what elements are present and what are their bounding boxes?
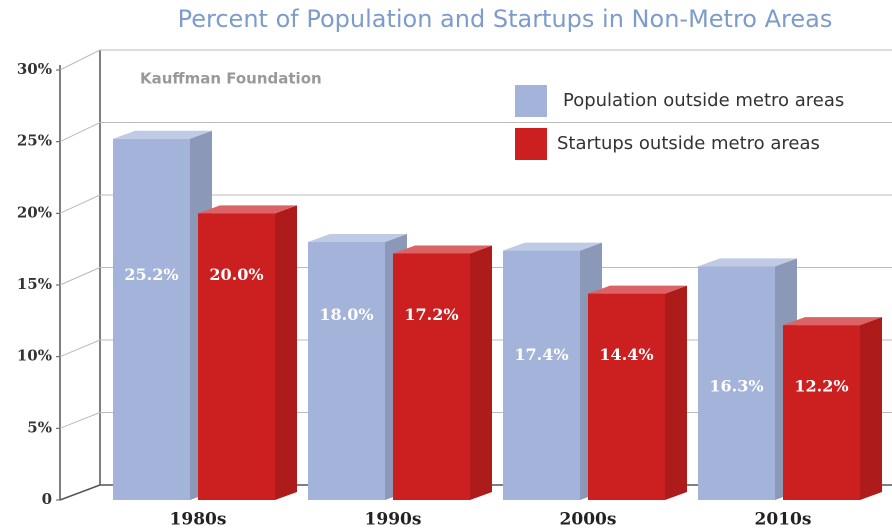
bar xyxy=(113,138,190,501)
value-label: 12.2% xyxy=(794,377,848,396)
y-tick-label: 20% xyxy=(17,203,52,221)
bar-top xyxy=(783,317,882,326)
legend-swatch xyxy=(515,128,547,160)
grid-line xyxy=(59,412,101,429)
y-tick-label: 30% xyxy=(17,60,52,78)
y-tick-label: 5% xyxy=(27,418,52,436)
chart-title: Percent of Population and Startups in No… xyxy=(178,5,833,33)
bar-top xyxy=(198,205,297,214)
y-tick-label: 0 xyxy=(42,490,52,508)
bar-side xyxy=(665,285,687,500)
y-tick-label: 10% xyxy=(17,347,52,365)
x-tick-label: 2000s xyxy=(560,510,617,530)
bar xyxy=(393,253,470,500)
bar-top xyxy=(503,242,602,251)
bar xyxy=(783,325,860,500)
value-label: 17.4% xyxy=(514,345,568,364)
legend-swatch xyxy=(515,85,547,117)
x-tick-label: 2010s xyxy=(755,510,812,530)
grid-line xyxy=(59,194,101,214)
grid-line xyxy=(59,49,101,71)
bar xyxy=(698,266,775,500)
legend-label: Startups outside metro areas xyxy=(557,133,820,154)
bar-top xyxy=(113,130,212,139)
bar xyxy=(198,213,275,501)
value-label: 18.0% xyxy=(319,305,373,324)
value-label: 20.0% xyxy=(209,265,263,284)
value-label: 25.2% xyxy=(124,265,178,284)
value-label: 14.4% xyxy=(599,345,653,364)
grid-line xyxy=(59,267,101,286)
bar-top xyxy=(588,285,687,294)
bar-side xyxy=(470,245,492,500)
bar xyxy=(503,250,580,500)
legend-label: Population outside metro areas xyxy=(563,90,844,111)
value-label: 16.3% xyxy=(709,377,763,396)
bar-side xyxy=(275,205,297,501)
floor-edge xyxy=(59,484,101,501)
value-label: 17.2% xyxy=(404,305,458,324)
bar-top xyxy=(698,258,797,267)
y-tick-label: 25% xyxy=(17,132,52,150)
bar xyxy=(588,293,665,500)
annotation: Kauffman Foundation xyxy=(140,70,322,88)
bar xyxy=(308,242,385,500)
y-tick-label: 15% xyxy=(17,275,52,293)
bar-top xyxy=(308,234,407,242)
grid-line xyxy=(59,339,101,358)
x-tick-label: 1980s xyxy=(170,510,227,530)
x-tick-label: 1990s xyxy=(365,510,422,530)
bar-top xyxy=(393,245,492,254)
bar-side xyxy=(860,317,882,500)
grid-line xyxy=(59,122,101,143)
